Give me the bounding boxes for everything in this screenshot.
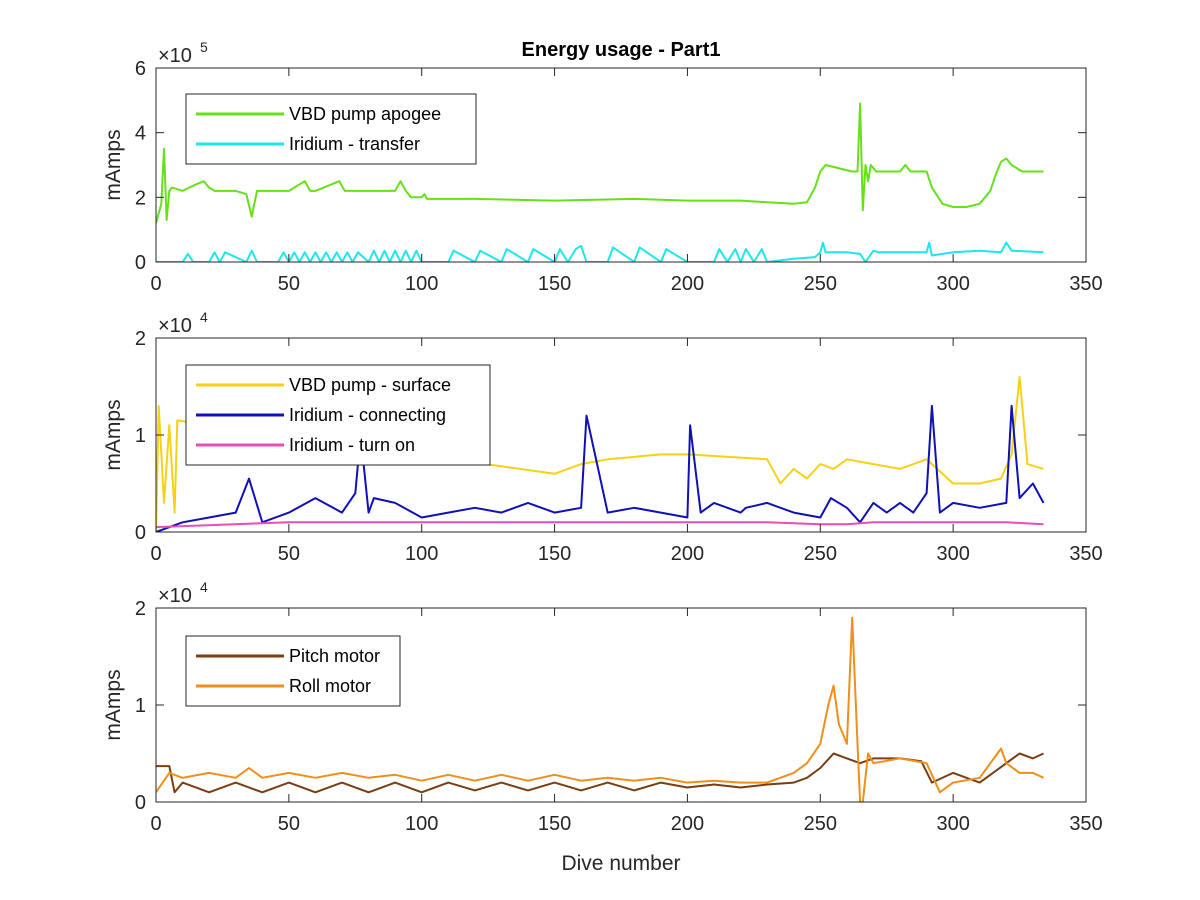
- x-tick-label: 0: [150, 273, 161, 295]
- y-tick-label: 2: [135, 187, 146, 209]
- legend-label: Iridium - turn on: [289, 435, 415, 455]
- y-multiplier: ×10: [158, 585, 192, 607]
- x-tick-label: 50: [278, 813, 300, 835]
- x-tick-label: 350: [1069, 273, 1102, 295]
- axes-box: [155, 67, 1087, 263]
- legend-label: VBD pump apogee: [289, 104, 441, 124]
- x-axis-label: Dive number: [561, 852, 680, 875]
- y-tick-label: 4: [135, 123, 146, 145]
- y-axis-label: mAmps: [102, 399, 125, 470]
- legend: Pitch motor Roll motor: [185, 635, 401, 707]
- series-line-2-2: [156, 404, 1045, 532]
- x-tick-label: 0: [150, 813, 161, 835]
- series-line-1-2: [156, 241, 1044, 262]
- y-tick-label: 0: [135, 522, 146, 544]
- x-tick-label: 150: [538, 813, 571, 835]
- y-tick-label: 1: [135, 695, 146, 717]
- legend-box: [185, 93, 477, 165]
- x-tick-label: 350: [1069, 813, 1102, 835]
- y-tick-label: 0: [135, 792, 146, 814]
- legend-label: Roll motor: [289, 676, 371, 696]
- y-axis-label: mAmps: [102, 129, 125, 200]
- y-multiplier-exponent: 4: [200, 309, 208, 325]
- series-line-2-1: [156, 375, 1044, 532]
- legend: VBD pump apogee Iridium - transfer: [185, 93, 477, 165]
- x-tick-label: 100: [405, 273, 438, 295]
- y-multiplier: ×10: [158, 315, 192, 337]
- legend-box: [185, 635, 401, 707]
- x-tick-label: 300: [936, 273, 969, 295]
- legend-label: Iridium - connecting: [289, 405, 446, 425]
- legend: VBD pump - surface Iridium - connecting Ir…: [185, 364, 491, 466]
- x-tick-label: 50: [278, 543, 300, 565]
- chart-panel-2: 0 50 100 150 200 250 300 350 0 1 2 ×10 4 mAmps VBD pum…: [102, 309, 1103, 565]
- series-line-3-2: [156, 616, 1044, 802]
- x-tick-label: 50: [278, 273, 300, 295]
- x-tick-label: 150: [538, 543, 571, 565]
- x-tick-label: 250: [804, 543, 837, 565]
- y-tick-label: 2: [135, 598, 146, 620]
- y-tick-label: 6: [135, 58, 146, 80]
- x-tick-label: 250: [804, 273, 837, 295]
- y-multiplier-exponent: 4: [200, 579, 208, 595]
- x-tick-label: 200: [671, 813, 704, 835]
- legend-label: Pitch motor: [289, 646, 380, 666]
- y-axis-label: mAmps: [102, 669, 125, 740]
- chart-panel-3: 0 50 100 150 200 250 300 350 0 1 2 ×10 4 mAmps Dive nu…: [102, 579, 1103, 875]
- chart-title: Energy usage - Part1: [522, 39, 721, 61]
- x-tick-label: 250: [804, 813, 837, 835]
- y-tick-label: 2: [135, 328, 146, 350]
- x-tick-label: 300: [936, 813, 969, 835]
- y-multiplier: ×10: [158, 45, 192, 67]
- x-tick-label: 150: [538, 273, 571, 295]
- y-tick-label: 1: [135, 425, 146, 447]
- x-tick-label: 100: [405, 813, 438, 835]
- x-tick-label: 200: [671, 543, 704, 565]
- chart-panel-1: 0 50 100 150 200 250 300 350 0 2 4 6 ×10 5 mAmps VBD pu…: [102, 39, 1103, 295]
- x-tick-label: 300: [936, 543, 969, 565]
- x-tick-label: 200: [671, 273, 704, 295]
- x-tick-label: 350: [1069, 543, 1102, 565]
- y-tick-label: 0: [135, 252, 146, 274]
- series-line-3-1: [156, 752, 1044, 794]
- series-line-2-3: [156, 521, 1044, 529]
- series-line-1-1: [156, 102, 1044, 224]
- x-tick-label: 100: [405, 543, 438, 565]
- legend-label: Iridium - transfer: [289, 134, 420, 154]
- x-tick-label: 0: [150, 543, 161, 565]
- legend-label: VBD pump - surface: [289, 375, 451, 395]
- y-multiplier-exponent: 5: [200, 39, 208, 55]
